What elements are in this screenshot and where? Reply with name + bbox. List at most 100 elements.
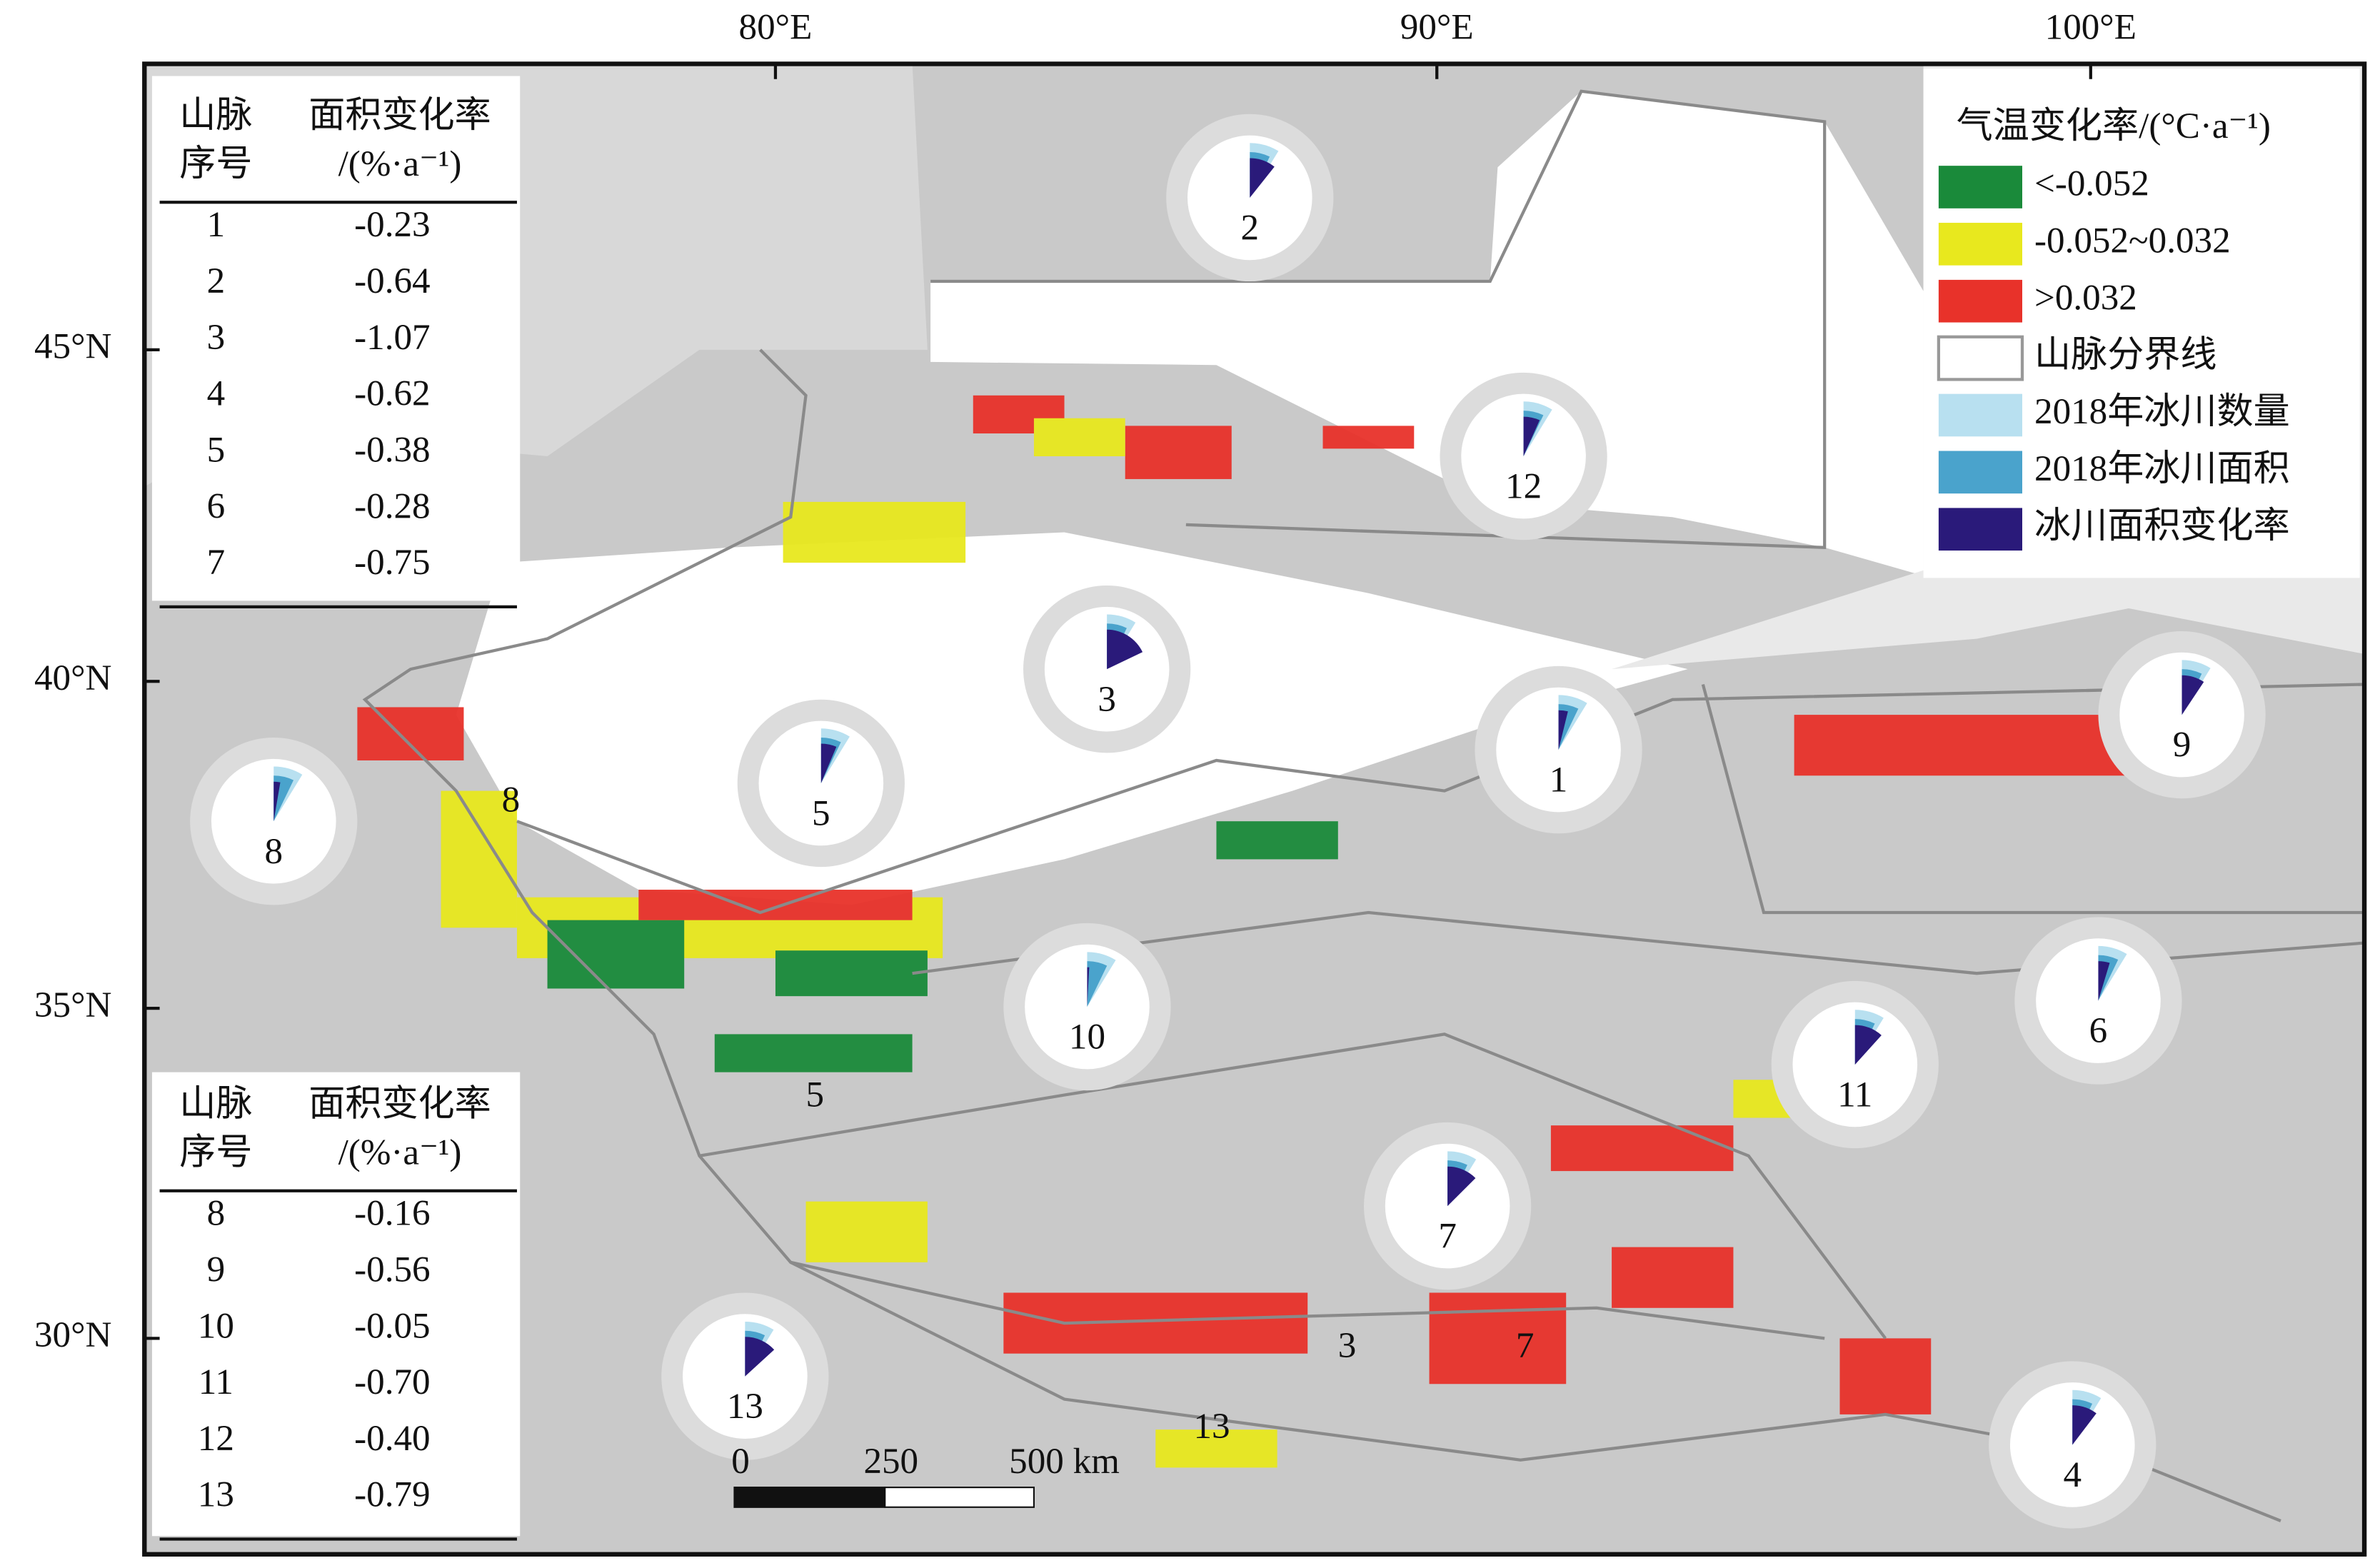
region-label: 8 bbox=[502, 779, 521, 820]
pie-rate bbox=[2098, 961, 2110, 1001]
table-cell: 2 bbox=[207, 261, 226, 301]
pie-label: 11 bbox=[1837, 1075, 1872, 1115]
pie-rate bbox=[820, 743, 837, 783]
table-header: 山脉 bbox=[179, 95, 252, 136]
legend-title: 气温变化率/(°C·a⁻¹) bbox=[1957, 106, 2271, 146]
north-basin bbox=[930, 91, 1932, 578]
pie-label: 2 bbox=[1241, 207, 1260, 248]
legend-label: 2018年冰川数量 bbox=[2034, 391, 2290, 432]
table-cell: 9 bbox=[207, 1250, 226, 1290]
table-cell: 8 bbox=[207, 1193, 226, 1234]
legend-label: -0.052~0.032 bbox=[2034, 221, 2231, 261]
pie-label: 10 bbox=[1069, 1017, 1105, 1057]
pie-rate bbox=[1447, 1166, 1476, 1207]
table-cell: -0.05 bbox=[354, 1305, 430, 1346]
table-header: 序号 bbox=[179, 1132, 252, 1173]
table-header: 序号 bbox=[179, 144, 252, 184]
table-cell: -0.38 bbox=[354, 429, 430, 470]
legend-swatch bbox=[1938, 223, 2022, 266]
lat-label: 35°N bbox=[34, 985, 111, 1025]
legend-label: 冰川面积变化率 bbox=[2034, 506, 2290, 546]
pie-label: 13 bbox=[727, 1386, 763, 1427]
pie-rate bbox=[1854, 1025, 1882, 1065]
table-cell: 6 bbox=[207, 486, 226, 526]
mountain-boundaries bbox=[362, 89, 2365, 1522]
table-cell: -1.07 bbox=[354, 317, 430, 358]
pie-rate bbox=[1087, 967, 1090, 1007]
pie-rate bbox=[2072, 1405, 2097, 1445]
pie-label: 6 bbox=[2089, 1010, 2108, 1051]
region-label: 13 bbox=[1194, 1406, 1230, 1447]
table-cell: -0.28 bbox=[354, 486, 430, 526]
table-cell: -0.16 bbox=[354, 1193, 430, 1234]
table-cell: -0.62 bbox=[354, 373, 430, 414]
pie-rate bbox=[745, 1337, 775, 1377]
table-cell: 4 bbox=[207, 373, 226, 414]
pie-rate bbox=[2181, 675, 2204, 715]
pie-rate bbox=[1250, 158, 1275, 198]
legend-swatch bbox=[1938, 393, 2022, 437]
table-header: 面积变化率 bbox=[308, 95, 491, 136]
pie-label: 3 bbox=[1098, 679, 1116, 720]
table-cell: 1 bbox=[207, 204, 226, 245]
table-cell: 11 bbox=[199, 1362, 234, 1402]
scale-label: 250 bbox=[863, 1441, 918, 1482]
lon-label: 90°E bbox=[1400, 6, 1474, 47]
table-cell: -0.40 bbox=[354, 1418, 430, 1459]
table-cell: -0.70 bbox=[354, 1362, 430, 1402]
lon-label: 80°E bbox=[739, 6, 813, 47]
pie-label: 9 bbox=[2173, 725, 2191, 765]
scale-label: 0 bbox=[731, 1441, 750, 1482]
legend-label: 2018年冰川面积 bbox=[2034, 448, 2290, 489]
lat-label: 40°N bbox=[34, 658, 111, 698]
legend-label: >0.032 bbox=[2034, 277, 2137, 318]
pie-area bbox=[1087, 961, 1108, 1007]
legend-swatch bbox=[1938, 166, 2022, 208]
table-header: /(%·a⁻¹) bbox=[338, 144, 462, 184]
pie-rate bbox=[273, 781, 281, 822]
table-cell: -0.23 bbox=[354, 204, 430, 245]
table-header: 面积变化率 bbox=[308, 1083, 491, 1124]
pie-rate bbox=[1107, 629, 1143, 670]
pie-ring bbox=[661, 1292, 829, 1460]
lon-label: 100°E bbox=[2045, 6, 2137, 47]
legend-label: 山脉分界线 bbox=[2034, 334, 2217, 375]
table-cell: -0.56 bbox=[354, 1250, 430, 1290]
table-bg bbox=[151, 1072, 521, 1537]
table-header: /(%·a⁻¹) bbox=[338, 1132, 462, 1173]
scale-bar-black bbox=[733, 1487, 886, 1508]
scale-bar-white bbox=[884, 1487, 1035, 1508]
table-cell: 7 bbox=[207, 542, 226, 583]
pie-label: 12 bbox=[1505, 466, 1542, 507]
pie-label: 8 bbox=[264, 831, 283, 872]
map-frame bbox=[142, 61, 2367, 1557]
table-header: 山脉 bbox=[179, 1083, 252, 1124]
table-cell: -0.79 bbox=[354, 1474, 430, 1515]
lat-label: 45°N bbox=[34, 326, 111, 367]
region-label: 5 bbox=[806, 1075, 825, 1115]
legend-label: <-0.052 bbox=[2034, 164, 2149, 204]
climate-patches bbox=[357, 395, 2220, 1468]
pie-rate bbox=[1558, 710, 1568, 750]
legend-swatch bbox=[1938, 451, 2022, 494]
table-cell: -0.64 bbox=[354, 261, 430, 301]
legend-swatch bbox=[1938, 508, 2022, 551]
lat-label: 30°N bbox=[34, 1315, 111, 1355]
region-label: 3 bbox=[1338, 1325, 1357, 1366]
table-cell: 3 bbox=[207, 317, 226, 358]
table-cell: 10 bbox=[198, 1305, 234, 1346]
pie-label: 1 bbox=[1550, 760, 1568, 800]
pie-label: 7 bbox=[1438, 1216, 1457, 1257]
legend-swatch bbox=[1937, 335, 2024, 381]
table-cell: -0.75 bbox=[354, 542, 430, 583]
pie-label: 4 bbox=[2063, 1454, 2082, 1495]
table-bg bbox=[151, 76, 521, 601]
table-cell: 13 bbox=[198, 1474, 234, 1515]
table-cell: 5 bbox=[207, 429, 226, 470]
table-cell: 12 bbox=[198, 1418, 234, 1459]
region-label: 7 bbox=[1516, 1325, 1535, 1366]
pie-label: 5 bbox=[812, 793, 830, 834]
pie-rate bbox=[1523, 416, 1540, 456]
